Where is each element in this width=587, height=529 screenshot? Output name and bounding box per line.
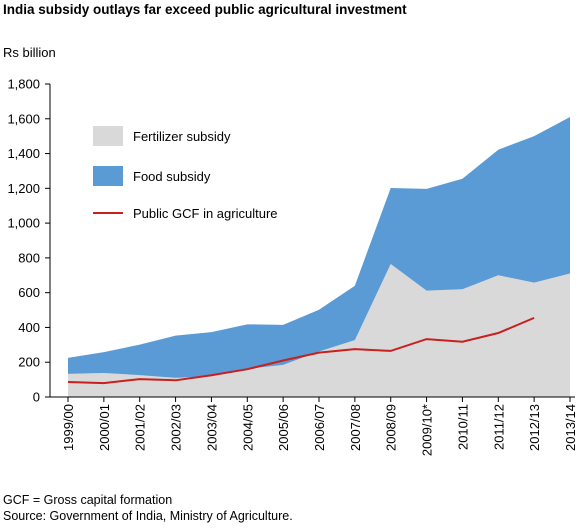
legend-food-subsidy-swatch — [93, 166, 123, 186]
line-series-public-gcf-in-agriculture — [67, 316, 535, 385]
legend-fertilizer-subsidy-label: Fertilizer subsidy — [133, 129, 231, 144]
legend: Fertilizer subsidy Food subsidy Public GCF… — [93, 126, 278, 221]
footnote-source: Source: Government of India, Ministry of… — [3, 509, 293, 523]
x-tick-label: 2013/14 — [563, 404, 578, 451]
series-lines — [67, 316, 535, 385]
y-tick-label: 800 — [18, 250, 40, 265]
x-tick-label: 2008/09 — [384, 404, 399, 451]
legend-public-gcf-in-agriculture-label: Public GCF in agriculture — [133, 206, 278, 221]
x-tick-label: 2005/06 — [276, 404, 291, 451]
chart-title: India subsidy outlays far exceed public … — [3, 2, 407, 17]
y-tick-label: 200 — [18, 355, 40, 370]
y-tick-label: 1,800 — [7, 77, 40, 92]
y-tick-label: 1,000 — [7, 216, 40, 231]
y-axis-ticks: 0 200 400 600 800 1,000 1,200 1,400 1,600 1,800 — [7, 77, 50, 405]
y-tick-label: 0 — [33, 390, 40, 405]
area-series-food-subsidy — [68, 117, 570, 378]
series-areas — [68, 117, 570, 397]
x-tick-label: 2001/02 — [133, 404, 148, 451]
x-tick-label: 2002/03 — [169, 404, 184, 451]
x-tick-label: 2006/07 — [312, 404, 327, 451]
x-tick-label: 2003/04 — [204, 404, 219, 451]
x-tick-label: 2010/11 — [455, 404, 470, 450]
x-tick-label: 2000/01 — [97, 404, 112, 451]
footnote: GCF = Gross capital formation Source: Go… — [3, 492, 293, 524]
y-tick-label: 1,200 — [7, 181, 40, 196]
legend-fertilizer-subsidy-swatch — [93, 126, 123, 146]
y-axis-unit-label: Rs billion — [3, 45, 56, 60]
y-tick-label: 1,400 — [7, 146, 40, 161]
x-tick-label: 2004/05 — [240, 404, 255, 451]
area-series-fertilizer-subsidy — [68, 263, 570, 397]
x-axis-ticks: 1999/00 2000/01 2001/02 2002/03 2003/04 2004/… — [61, 397, 578, 456]
y-tick-label: 1,600 — [7, 111, 40, 126]
legend-food-subsidy-label: Food subsidy — [133, 169, 211, 184]
x-tick-label: 2009/10* — [420, 404, 435, 456]
x-tick-label: 2011/12 — [491, 404, 506, 450]
y-tick-label: 400 — [18, 320, 40, 335]
x-tick-label: 2012/13 — [527, 404, 542, 451]
x-tick-label: 1999/00 — [61, 404, 76, 451]
x-tick-label: 2007/08 — [348, 404, 363, 451]
footnote-abbreviation: GCF = Gross capital formation — [3, 493, 173, 507]
y-tick-label: 600 — [18, 285, 40, 300]
